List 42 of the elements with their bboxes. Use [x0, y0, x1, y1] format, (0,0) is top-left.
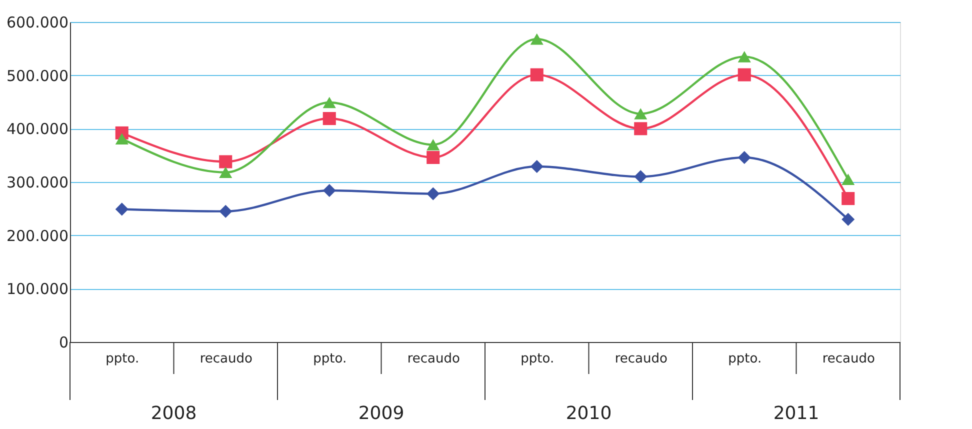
x-tick-label: ppto. — [728, 352, 762, 366]
y-tick-label: 600.000 — [6, 14, 68, 32]
text: 2010 — [566, 403, 612, 424]
point — [530, 33, 544, 45]
y-tick-label: 200.000 — [6, 226, 68, 245]
point — [115, 202, 128, 216]
point — [219, 204, 232, 218]
x-tick-label: recaudo — [200, 352, 252, 366]
x-tick-label: recaudo — [407, 352, 460, 366]
point — [738, 68, 751, 82]
point — [426, 187, 440, 200]
x-tick-label: ppto. — [313, 352, 347, 366]
text: 2008 — [150, 403, 197, 424]
point — [842, 174, 855, 185]
y-tick-label: 400.000 — [6, 120, 68, 138]
y-tick-label: 0 — [58, 334, 68, 352]
x-tick-label: recaudo — [614, 352, 668, 366]
point — [842, 192, 855, 206]
point — [530, 68, 544, 82]
point — [738, 51, 751, 62]
text: 2009 — [358, 403, 404, 424]
point — [426, 150, 440, 164]
point — [426, 139, 440, 150]
y-tick-label: 100.000 — [6, 280, 68, 298]
point — [219, 166, 232, 178]
x-tick-label: ppto. — [520, 352, 554, 366]
point — [634, 122, 648, 136]
point — [219, 155, 232, 168]
point — [115, 133, 128, 144]
point — [842, 212, 855, 226]
point — [322, 184, 336, 198]
point — [634, 108, 648, 120]
point — [322, 96, 336, 108]
x-tick-label: ppto. — [106, 352, 140, 366]
x-tick-label: recaudo — [822, 352, 875, 366]
y-tick-label: 300.000 — [6, 174, 68, 192]
point — [530, 160, 544, 174]
point — [634, 170, 648, 184]
point — [322, 112, 336, 126]
text: 2011 — [773, 403, 820, 424]
y-tick-label: 500.000 — [6, 66, 68, 85]
point — [738, 150, 751, 164]
